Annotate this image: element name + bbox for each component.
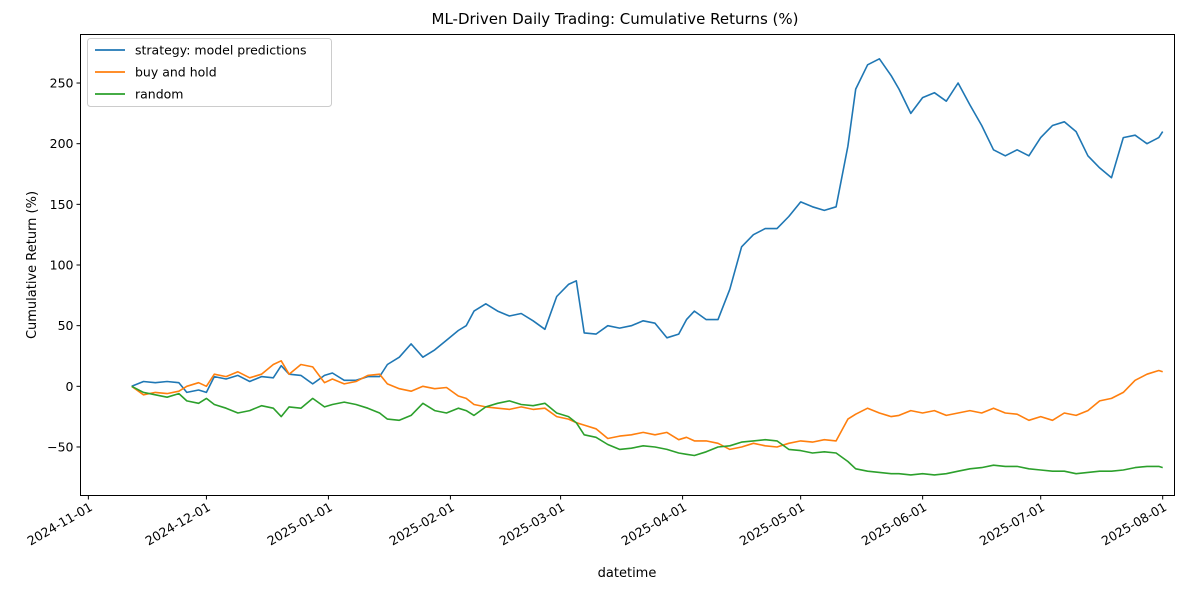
y-tick-label-2: 50 [58, 318, 74, 333]
y-tick-label-0: −50 [47, 439, 73, 454]
y-tick-label-6: 250 [50, 76, 74, 91]
series-line-2 [131, 385, 1163, 476]
legend-label-2: random [135, 87, 183, 102]
legend: strategy: model predictions buy and hold r… [87, 38, 332, 107]
legend-frame [87, 38, 332, 107]
y-tick-label-4: 150 [50, 197, 74, 212]
x-axis-label: datetime [598, 566, 657, 581]
y-tick-label-5: 200 [50, 136, 74, 151]
y-tick-label-3: 100 [50, 258, 74, 273]
legend-label-0: strategy: model predictions [135, 43, 307, 58]
legend-label-1: buy and hold [135, 65, 217, 80]
series-line-0 [131, 58, 1164, 394]
series-line-1 [131, 360, 1163, 451]
chart-title: ML-Driven Daily Trading: Cumulative Retu… [432, 10, 799, 28]
series-layer [131, 58, 1164, 476]
y-axis-label: Cumulative Return (%) [25, 191, 40, 339]
y-tick-label-1: 0 [66, 379, 74, 394]
y-axis: −50 0 50 100 150 200 250 [47, 76, 81, 454]
